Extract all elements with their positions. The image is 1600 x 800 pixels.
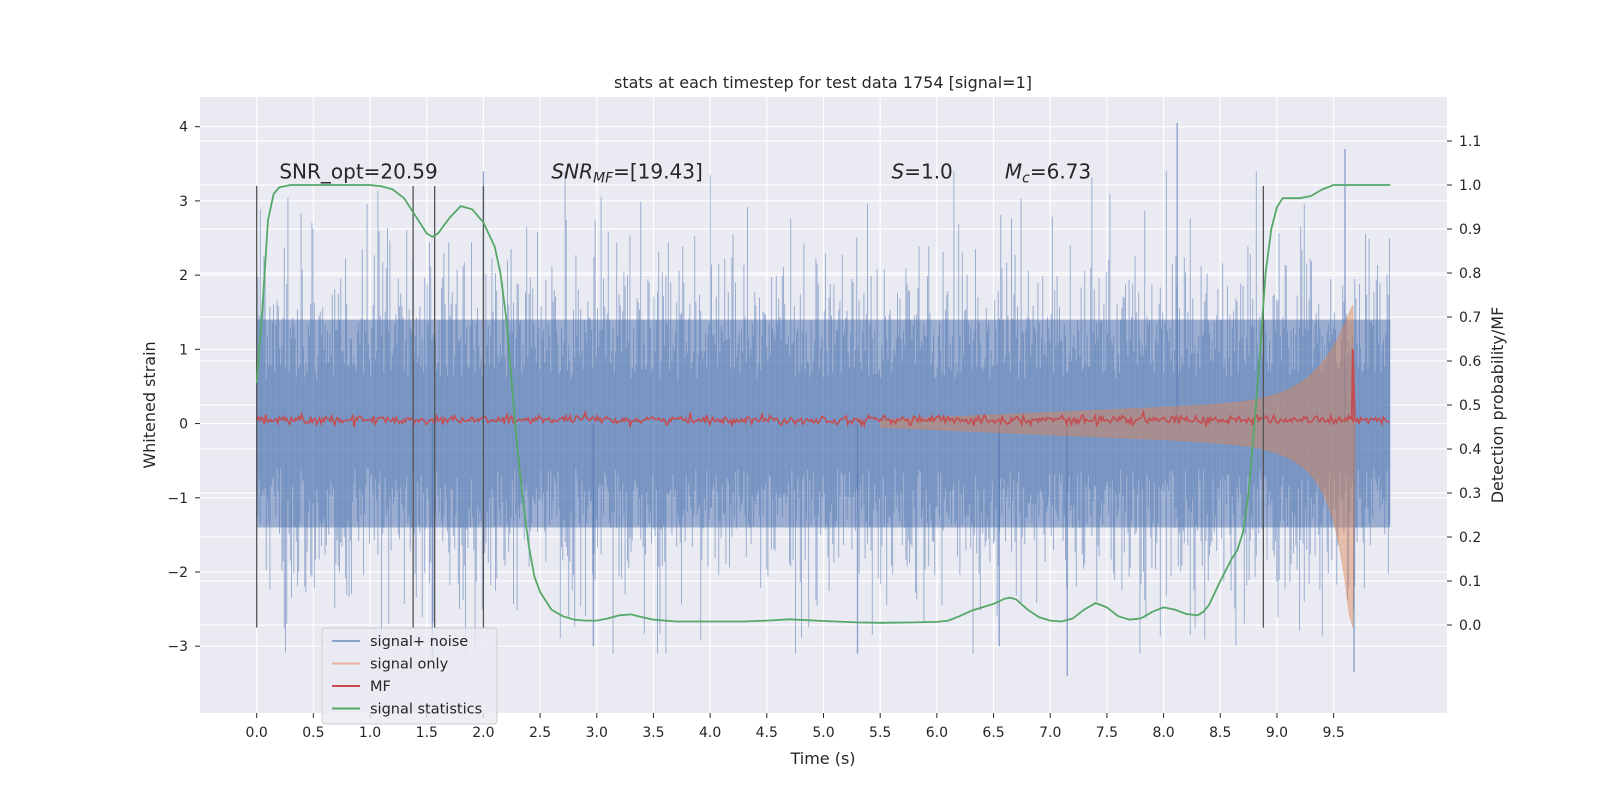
annotation-snr-mf-main: SNR [551,160,593,184]
x-tick-label-14: 7.0 [1039,725,1061,741]
annotation-s-value: S=1.0 [892,160,953,184]
y-left-tick-label-5: 2 [179,268,188,284]
x-tick-label-15: 7.5 [1096,725,1118,741]
x-tick-label-11: 5.5 [869,725,891,741]
y-right-tick-label-3: 0.3 [1459,486,1481,502]
annotation-mc-value: Mc=6.73 [1005,160,1091,187]
x-tick-label-0: 0.0 [246,725,268,741]
y-right-tick-label-2: 0.2 [1459,530,1481,546]
y-right-tick-label-10: 1.0 [1459,178,1481,194]
mf-trace [255,409,1390,429]
x-tick-label-5: 2.5 [529,725,551,741]
x-tick-label-7: 3.5 [642,725,664,741]
x-tick-label-8: 4.0 [699,725,721,741]
x-tick-label-3: 1.5 [416,725,438,741]
annotation-snr-mf-rest: =[19.43] [613,160,703,184]
chart-title: stats at each timestep for test data 175… [614,73,1032,92]
x-tick-label-16: 8.0 [1152,725,1174,741]
y-right-tick-label-5: 0.5 [1459,398,1481,414]
legend-label-3: signal statistics [370,702,482,718]
x-axis-label: Time (s) [789,749,855,768]
x-tick-label-17: 8.5 [1209,725,1231,741]
y-right-tick-label-6: 0.6 [1459,354,1481,370]
legend-label-1: signal only [370,657,449,673]
legend-label-0: signal+ noise [370,634,468,650]
y-right-tick-label-7: 0.7 [1459,310,1481,326]
annotation-snr-mf-sub: MF [593,171,614,187]
annotations: SNR_opt=20.59 SNRMF=[19.43] S=1.0 Mc=6.73 [279,160,1091,187]
y-left-tick-label-0: −3 [167,639,188,655]
mf-peak [1350,349,1356,420]
y-right-tick-label-11: 1.1 [1459,134,1481,150]
y-right-tick-label-0: 0.0 [1459,618,1481,634]
y-left-tick-label-6: 3 [179,194,188,210]
x-tick-label-13: 6.5 [982,725,1004,741]
legend: signal+ noise signal only MF signal statist… [321,627,498,725]
y-axis-label-right: Detection probability/MF [1488,307,1507,504]
y-right-tick-label-1: 0.1 [1459,574,1481,590]
ticks: 0.0 0.5 1.0 1.5 2.0 2.5 3.0 3.5 4.0 4.5 5.0 5.5 6.0 6… [167,120,1481,741]
x-tick-label-19: 9.5 [1323,725,1345,741]
annotation-snr-mf: SNRMF=[19.43] [551,160,702,187]
legend-box [321,627,498,725]
signal-statistics-trace [255,184,1391,624]
annotation-s-value-rest: =1.0 [904,160,953,184]
y-right-tick-label-8: 0.8 [1459,266,1481,282]
x-tick-label-4: 2.0 [472,725,494,741]
annotation-s-value-main: S [892,160,905,184]
y-left-tick-label-2: −1 [167,491,188,507]
plot-area [255,122,1391,676]
y-right-tick-label-9: 0.9 [1459,222,1481,238]
x-tick-label-10: 5.0 [812,725,834,741]
y-right-tick-label-4: 0.4 [1459,442,1481,458]
y-left-tick-label-3: 0 [179,417,188,433]
annotation-snr-opt: SNR_opt=20.59 [279,160,437,184]
x-tick-label-12: 6.0 [926,725,948,741]
x-tick-label-2: 1.0 [359,725,381,741]
x-tick-label-18: 9.0 [1266,725,1288,741]
signal-only-trace [879,304,1356,628]
y-left-tick-label-1: −2 [167,565,188,581]
y-left-tick-label-4: 1 [179,342,188,358]
x-tick-label-6: 3.0 [586,725,608,741]
legend-label-2: MF [370,679,391,695]
annotation-mc-value-sub: c [1022,171,1030,187]
annotation-mc-value-rest: =6.73 [1030,160,1091,184]
x-tick-label-9: 4.5 [756,725,778,741]
y-left-tick-label-7: 4 [179,120,188,136]
y-axis-label-left: Whitened strain [140,341,159,468]
annotation-mc-value-main: M [1005,160,1022,184]
x-tick-label-1: 0.5 [302,725,324,741]
